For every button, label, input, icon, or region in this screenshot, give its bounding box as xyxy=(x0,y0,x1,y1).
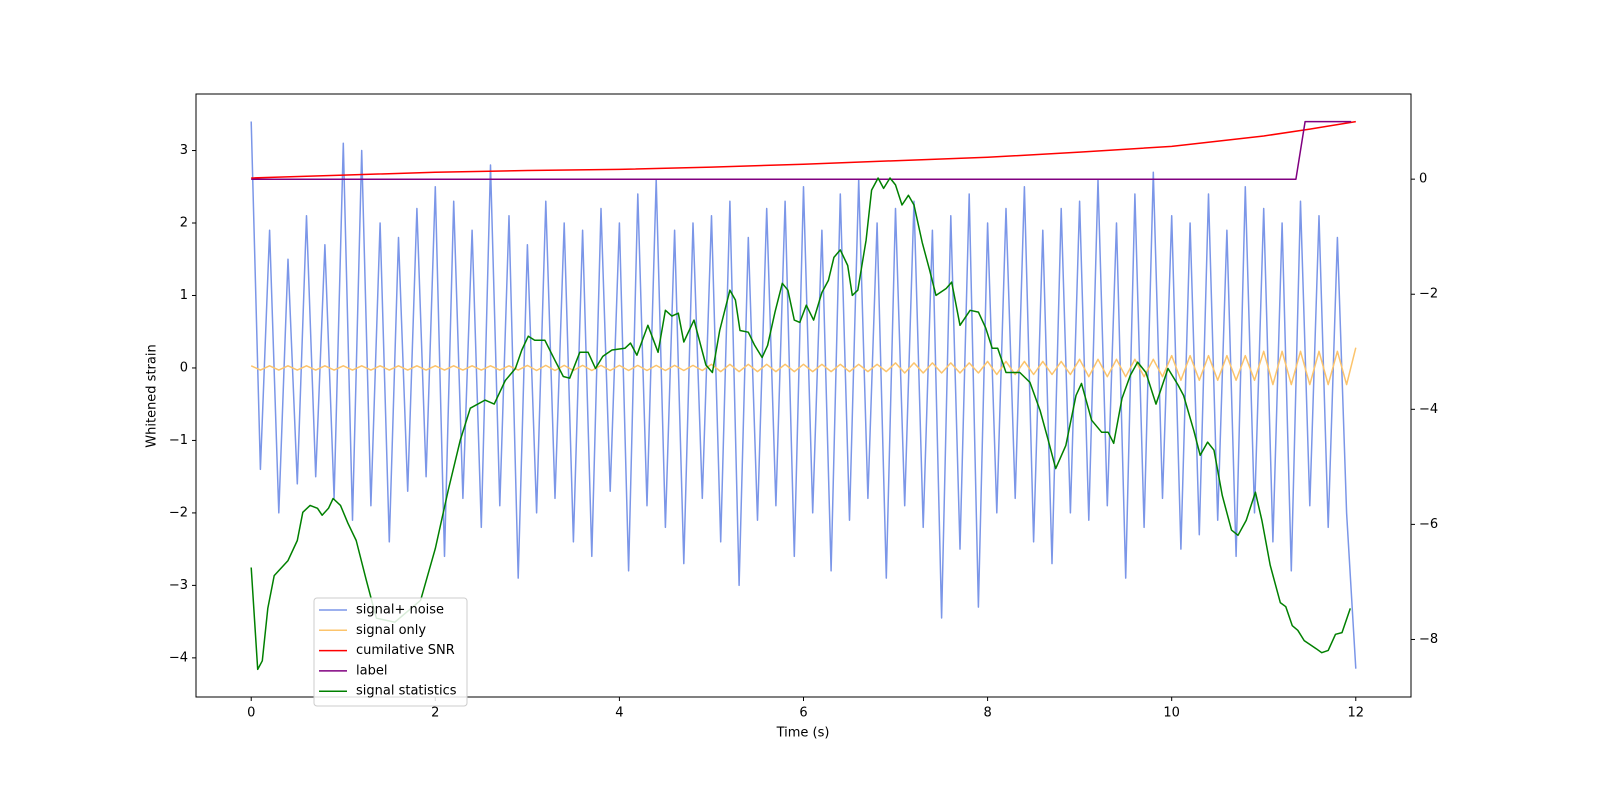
legend-box xyxy=(313,597,468,707)
x-axis-label: Time (s) xyxy=(776,726,830,741)
y-tick-label: −2 xyxy=(169,505,188,520)
x-tick-label: 0 xyxy=(247,706,255,721)
y2-tick-label: −8 xyxy=(1419,632,1438,647)
legend-label: cumilative SNR xyxy=(356,643,455,658)
y2-tick-label: 0 xyxy=(1419,172,1427,187)
x-tick-label: 2 xyxy=(431,706,439,721)
y-tick-label: −4 xyxy=(169,650,188,665)
legend-label: label xyxy=(356,663,387,678)
series-line xyxy=(251,120,1356,179)
y-tick-label: 3 xyxy=(180,143,188,158)
series-line xyxy=(251,120,1352,180)
x-tick-label: 8 xyxy=(983,706,991,721)
series-line xyxy=(250,177,1352,671)
legend-label: signal+ noise xyxy=(356,603,444,618)
y2-tick-label: −2 xyxy=(1419,287,1438,302)
series-line xyxy=(250,121,1357,669)
legend-label: signal statistics xyxy=(356,684,457,699)
y2-tick-label: −6 xyxy=(1419,517,1438,532)
y-tick-label: −1 xyxy=(169,433,188,448)
y-tick-label: 2 xyxy=(180,216,188,231)
x-tick-label: 10 xyxy=(1163,706,1180,721)
y-tick-label: −3 xyxy=(169,578,188,593)
legend-label: signal only xyxy=(356,623,426,638)
y2-tick-label: −4 xyxy=(1419,402,1438,417)
y-axis-label: Whitened strain xyxy=(145,344,160,447)
x-tick-label: 12 xyxy=(1347,706,1364,721)
x-tick-label: 4 xyxy=(615,706,623,721)
y-tick-label: 0 xyxy=(180,360,188,375)
x-tick-label: 6 xyxy=(799,706,807,721)
series-line xyxy=(250,347,1357,386)
legend: signal+ noise signal only cumilative SNR la… xyxy=(313,597,468,707)
y-tick-label: 1 xyxy=(180,288,188,303)
